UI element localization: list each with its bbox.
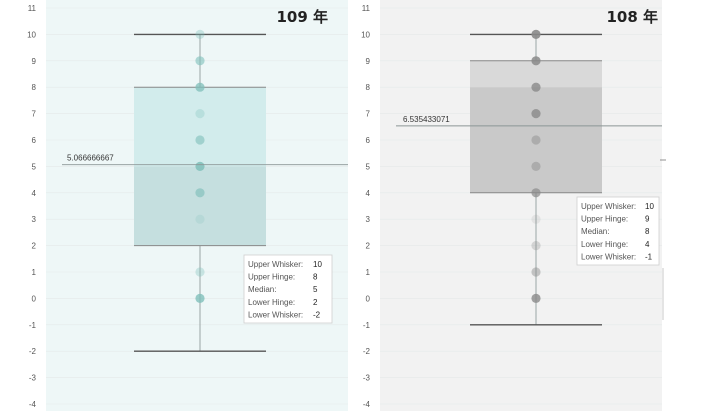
data-point <box>531 29 541 39</box>
y-tick-label: -1 <box>29 321 37 330</box>
tooltip-value: 8 <box>313 273 318 282</box>
y-tick-label: 10 <box>361 30 370 39</box>
tooltip-label: Lower Whisker: <box>248 310 303 319</box>
data-point <box>531 135 541 145</box>
tooltip-value: 2 <box>313 298 318 307</box>
data-point <box>531 109 541 119</box>
y-tick-label: 0 <box>32 294 37 303</box>
data-point <box>531 56 541 66</box>
tooltip-value: 4 <box>645 240 650 249</box>
data-point <box>195 214 205 224</box>
y-tick-label: 6 <box>366 136 371 145</box>
y-tick-label: 4 <box>366 189 371 198</box>
box-lower-half <box>470 87 602 193</box>
tooltip-label: Lower Hinge: <box>581 240 628 249</box>
data-point <box>195 56 205 66</box>
data-point <box>195 293 205 303</box>
y-tick-label: 2 <box>366 242 371 251</box>
y-tick-label: 1 <box>32 268 37 277</box>
data-point <box>531 293 541 303</box>
data-point <box>195 109 205 119</box>
y-tick-label: 9 <box>366 57 371 66</box>
y-tick-label: -4 <box>363 400 371 409</box>
data-point <box>195 82 205 92</box>
y-tick-label: 2 <box>32 242 37 251</box>
tooltip-label: Upper Whisker: <box>581 202 636 211</box>
y-tick-label: -3 <box>363 374 371 383</box>
y-tick-label: 4 <box>32 189 37 198</box>
y-tick-label: -2 <box>363 347 371 356</box>
y-tick-label: 11 <box>28 4 37 13</box>
y-tick-label: 1 <box>366 268 371 277</box>
y-tick-label: 8 <box>32 83 37 92</box>
tooltip-value: 5 <box>313 285 318 294</box>
y-tick-label: 5 <box>32 162 37 171</box>
data-point <box>531 214 541 224</box>
tooltip-box <box>243 254 333 324</box>
tooltip-label: Upper Hinge: <box>581 215 628 224</box>
tooltip-value: -1 <box>645 252 653 261</box>
tooltip-value: 9 <box>645 215 650 224</box>
y-tick-label: -4 <box>29 400 37 409</box>
data-point <box>531 267 541 277</box>
y-tick-label: 8 <box>366 83 371 92</box>
reference-line-label: 6.535433071 <box>403 115 450 124</box>
tooltip-value: 8 <box>645 227 650 236</box>
y-tick-label: 10 <box>27 30 36 39</box>
tooltip-label: Upper Whisker: <box>248 260 303 269</box>
tooltip-label: Lower Hinge: <box>248 298 295 307</box>
y-tick-label: 0 <box>366 294 371 303</box>
y-tick-label: 3 <box>366 215 371 224</box>
data-point <box>195 161 205 171</box>
tooltip-label: Upper Hinge: <box>248 273 295 282</box>
tooltip-label: Median: <box>248 285 276 294</box>
tooltip-label: Lower Whisker: <box>581 252 636 261</box>
y-tick-label: 3 <box>32 215 37 224</box>
tooltip-value: 10 <box>645 202 654 211</box>
y-tick-label: 9 <box>32 57 37 66</box>
data-point <box>195 188 205 198</box>
y-tick-label: 6 <box>32 136 37 145</box>
box-upper-half <box>134 87 266 167</box>
tooltip-box <box>576 196 660 266</box>
reference-line-label: 5.066666667 <box>67 154 114 163</box>
box-lower-half <box>134 166 266 246</box>
tooltip-value: 10 <box>313 260 322 269</box>
data-point <box>531 82 541 92</box>
data-point <box>195 135 205 145</box>
panel-title: 109 年 <box>276 8 328 26</box>
y-tick-label: -1 <box>363 321 371 330</box>
data-point <box>531 188 541 198</box>
y-tick-label: -3 <box>29 374 37 383</box>
y-tick-label: -2 <box>29 347 37 356</box>
y-tick-label: 5 <box>366 162 371 171</box>
tooltip-label: Median: <box>581 227 609 236</box>
data-point <box>531 161 541 171</box>
data-point <box>195 267 205 277</box>
y-tick-label: 11 <box>362 4 371 13</box>
panel-title: 108 年 <box>606 8 658 26</box>
tooltip-value: -2 <box>313 310 321 319</box>
y-tick-label: 7 <box>32 110 37 119</box>
data-point <box>531 241 541 251</box>
y-tick-label: 7 <box>366 110 371 119</box>
data-point <box>195 29 205 39</box>
